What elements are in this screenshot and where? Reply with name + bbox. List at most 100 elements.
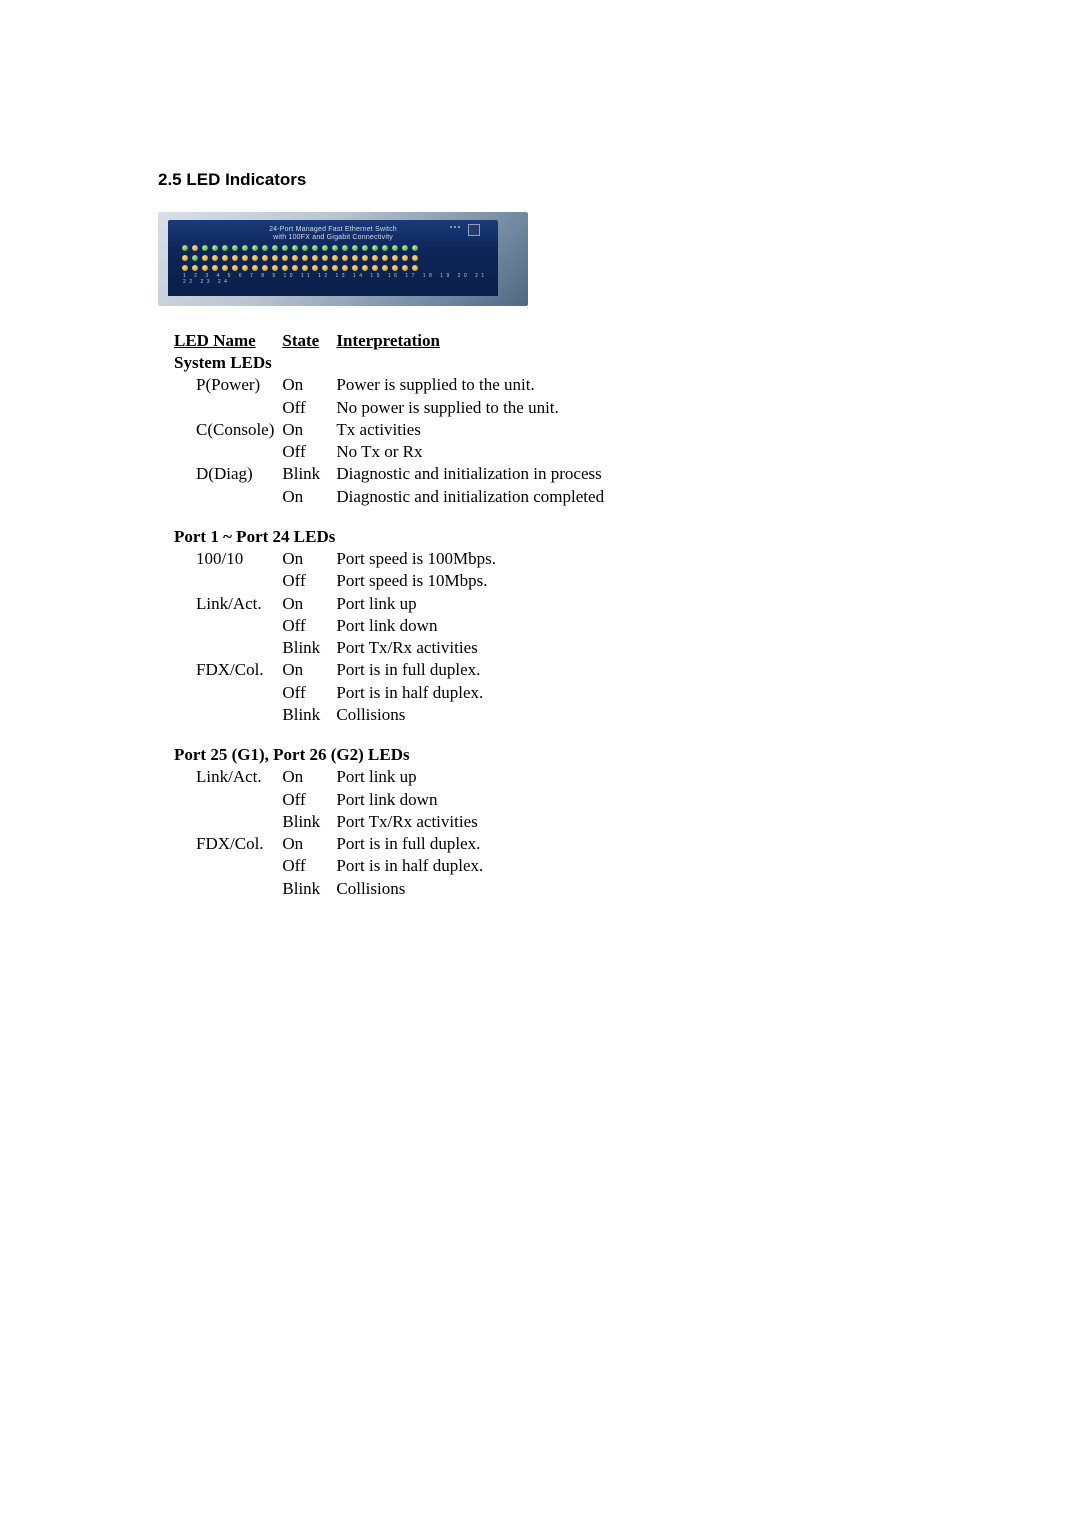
device-led-dot: [262, 255, 268, 261]
device-led-dot: [312, 265, 318, 271]
table-row: BlinkPort Tx/Rx activities: [174, 637, 612, 659]
table-row: Link/Act.OnPort link up: [174, 593, 612, 615]
cell-interpretation: Port is in half duplex.: [336, 682, 612, 704]
device-led-dot: [362, 265, 368, 271]
group-title: Port 1 ~ Port 24 LEDs: [174, 508, 612, 548]
cell-interpretation: Port link down: [336, 789, 612, 811]
cell-led-name: [174, 682, 282, 704]
table-row: 100/10OnPort speed is 100Mbps.: [174, 548, 612, 570]
device-led-dot: [362, 245, 368, 251]
device-led-dot: [312, 255, 318, 261]
device-led-dot: [232, 255, 238, 261]
device-led-dot: [382, 255, 388, 261]
device-led-dot: [382, 265, 388, 271]
table-row: FDX/Col.OnPort is in full duplex.: [174, 833, 612, 855]
cell-led-name: C(Console): [174, 419, 282, 441]
led-table: LED Name State Interpretation System LED…: [174, 331, 612, 900]
device-led-dot: [242, 255, 248, 261]
device-led-dot: [272, 255, 278, 261]
cell-led-name: [174, 570, 282, 592]
cell-state: Blink: [282, 811, 336, 833]
cell-led-name: [174, 878, 282, 900]
device-led-dot: [272, 265, 278, 271]
device-led-dot: [362, 255, 368, 261]
device-led-dot: [342, 245, 348, 251]
device-led-dot: [212, 255, 218, 261]
cell-interpretation: Port link up: [336, 593, 612, 615]
table-row: OffNo Tx or Rx: [174, 441, 612, 463]
group-title: System LEDs: [174, 352, 612, 374]
device-model-line1: 24-Port Managed Fast Ethernet Switch: [176, 226, 490, 234]
cell-led-name: FDX/Col.: [174, 659, 282, 681]
table-row: Link/Act.OnPort link up: [174, 766, 612, 788]
device-led-dot: [372, 245, 378, 251]
cell-state: Off: [282, 682, 336, 704]
device-led-dot: [322, 265, 328, 271]
device-led-dot: [292, 255, 298, 261]
cell-led-name: [174, 615, 282, 637]
device-led-dot: [282, 265, 288, 271]
table-row: OffPort speed is 10Mbps.: [174, 570, 612, 592]
device-led-dot: [232, 245, 238, 251]
table-row: BlinkCollisions: [174, 704, 612, 726]
cell-state: Blink: [282, 704, 336, 726]
cell-state: Off: [282, 855, 336, 877]
device-status-dots: [450, 226, 460, 228]
cell-state: On: [282, 548, 336, 570]
header-led-name: LED Name: [174, 331, 282, 352]
header-interpretation: Interpretation: [336, 331, 612, 352]
device-led-dot: [402, 265, 408, 271]
device-led-dot: [252, 255, 258, 261]
device-led-dot: [402, 255, 408, 261]
device-led-dot: [202, 265, 208, 271]
cell-led-name: FDX/Col.: [174, 833, 282, 855]
device-led-dot: [212, 245, 218, 251]
table-row: OffPort link down: [174, 789, 612, 811]
cell-interpretation: Port link up: [336, 766, 612, 788]
table-row: D(Diag)BlinkDiagnostic and initializatio…: [174, 463, 612, 485]
device-led-dot: [282, 255, 288, 261]
device-led-dot: [372, 265, 378, 271]
device-led-dot: [392, 265, 398, 271]
device-led-row: [176, 265, 490, 271]
cell-state: Blink: [282, 637, 336, 659]
cell-interpretation: Port speed is 10Mbps.: [336, 570, 612, 592]
section-title: 2.5 LED Indicators: [158, 170, 1080, 190]
cell-interpretation: Power is supplied to the unit.: [336, 374, 612, 396]
cell-interpretation: Collisions: [336, 878, 612, 900]
device-led-dot: [372, 255, 378, 261]
device-led-dot: [262, 245, 268, 251]
device-led-dot: [412, 255, 418, 261]
device-led-dot: [202, 255, 208, 261]
device-panel-image: 24-Port Managed Fast Ethernet Switch wit…: [158, 212, 528, 306]
cell-led-name: Link/Act.: [174, 766, 282, 788]
device-led-dot: [412, 265, 418, 271]
device-led-dot: [232, 265, 238, 271]
device-led-dot: [182, 255, 188, 261]
device-led-dot: [262, 265, 268, 271]
device-led-dot: [272, 245, 278, 251]
table-row: OffPort is in half duplex.: [174, 682, 612, 704]
device-led-dot: [282, 245, 288, 251]
device-badge-icon: [468, 224, 480, 236]
device-led-dot: [392, 255, 398, 261]
table-row: BlinkPort Tx/Rx activities: [174, 811, 612, 833]
cell-state: On: [282, 659, 336, 681]
table-row: OnDiagnostic and initialization complete…: [174, 486, 612, 508]
cell-led-name: [174, 704, 282, 726]
device-led-dot: [332, 245, 338, 251]
cell-state: Blink: [282, 463, 336, 485]
cell-state: Off: [282, 397, 336, 419]
device-led-dot: [332, 255, 338, 261]
table-row: P(Power)OnPower is supplied to the unit.: [174, 374, 612, 396]
cell-led-name: [174, 637, 282, 659]
group-title: Port 25 (G1), Port 26 (G2) LEDs: [174, 726, 612, 766]
cell-state: On: [282, 766, 336, 788]
device-led-dot: [192, 245, 198, 251]
cell-interpretation: No Tx or Rx: [336, 441, 612, 463]
cell-interpretation: Port Tx/Rx activities: [336, 811, 612, 833]
device-led-dot: [392, 245, 398, 251]
device-led-dot: [192, 265, 198, 271]
cell-led-name: [174, 397, 282, 419]
cell-interpretation: Port is in half duplex.: [336, 855, 612, 877]
